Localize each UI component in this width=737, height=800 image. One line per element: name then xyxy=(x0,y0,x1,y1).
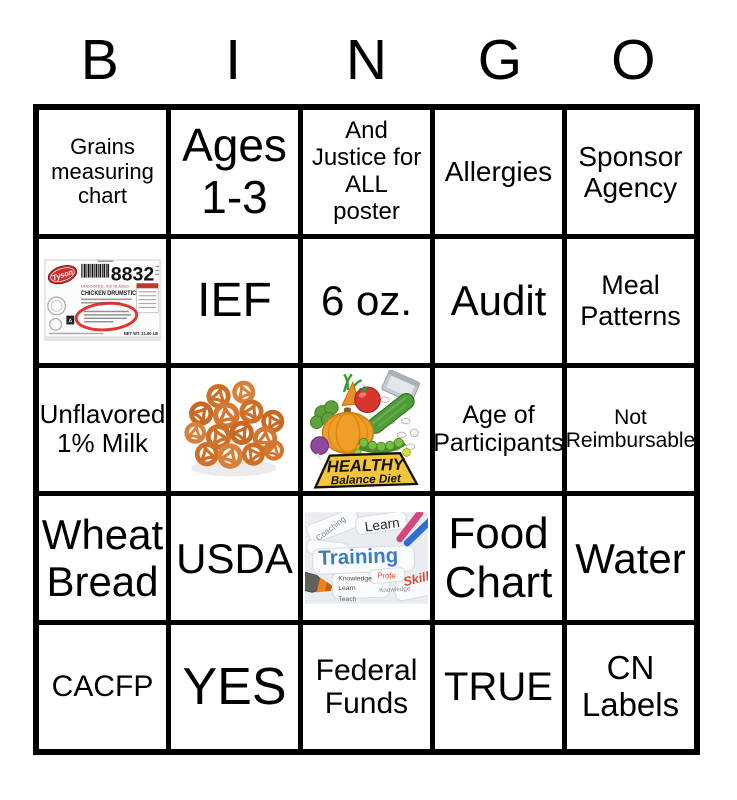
cell-not-reimbursable[interactable]: Not Reimbursable xyxy=(567,367,694,492)
pens xyxy=(396,512,428,547)
banner-text-line1: HEALTHY xyxy=(327,454,407,476)
cell-tyson-cn-label-image[interactable]: Tyson 8832 UNCOOKED, ICE GLAZED CHICKEN … xyxy=(39,238,166,363)
cell-label: Ages 1-3 xyxy=(182,119,287,223)
word-teach: Teach xyxy=(338,596,356,603)
cell-label: Age of Participants xyxy=(435,401,562,458)
cell-label: Audit xyxy=(450,277,547,325)
cell-grains-measuring-chart[interactable]: Grains measuring chart xyxy=(39,110,166,234)
cell-ief[interactable]: IEF xyxy=(171,238,298,363)
banner-text-line2: Balance Diet xyxy=(331,471,403,486)
word-knowledge: Knowledge xyxy=(338,576,372,583)
peas xyxy=(353,437,411,457)
tyson-logo: Tyson xyxy=(47,264,78,284)
cell-pretzels-image[interactable] xyxy=(171,367,298,492)
cell-label: Grains measuring chart xyxy=(51,133,154,209)
word-learn-small: Learn xyxy=(338,586,356,593)
bingo-letter-n: N xyxy=(345,28,388,92)
cell-training-image[interactable]: Coaching Learn Training Knowledge Profe … xyxy=(303,496,430,621)
bingo-card: Grains measuring chart Ages 1-3 And Just… xyxy=(33,104,700,755)
cell-label: Wheat Bread xyxy=(41,511,164,606)
red-circle-annotation xyxy=(74,301,139,332)
product-name: CHICKEN DRUMSTICKS-CN xyxy=(81,291,153,297)
net-weight: NET WT. 21.60 LB xyxy=(124,331,158,336)
barcode xyxy=(81,260,114,278)
word-profess: Profe xyxy=(377,572,396,581)
spec-table xyxy=(136,282,159,313)
paper-scraps xyxy=(306,512,428,602)
cell-label: 6 oz. xyxy=(320,277,413,325)
cell-federal-funds[interactable]: Federal Funds xyxy=(303,625,430,749)
cell-sponsor-agency[interactable]: Sponsor Agency xyxy=(567,110,694,234)
word-training: Training xyxy=(318,544,398,570)
cell-cn-labels[interactable]: CN Labels xyxy=(567,625,694,749)
word-skill: Skill xyxy=(402,570,428,590)
pretzels-image xyxy=(174,370,296,477)
bingo-letter-o: O xyxy=(611,28,656,92)
cell-label: And Justice for ALL poster xyxy=(311,117,422,225)
cell-ages-1-3[interactable]: Ages 1-3 xyxy=(171,110,298,234)
product-code: 8832 xyxy=(111,263,155,285)
bingo-title: B I N G O xyxy=(33,24,700,96)
cell-label: Food Chart xyxy=(444,509,553,608)
bingo-letter-i: I xyxy=(225,28,242,92)
cell-food-chart[interactable]: Food Chart xyxy=(435,496,562,621)
cell-allergies[interactable]: Allergies xyxy=(435,110,562,234)
training-image: Coaching Learn Training Knowledge Profe … xyxy=(305,498,428,618)
cell-label: Water xyxy=(575,534,686,582)
cell-label: Meal Patterns xyxy=(580,270,681,331)
cell-audit[interactable]: Audit xyxy=(435,238,562,363)
word-knowledge-2: Knowledge xyxy=(379,586,411,595)
cell-usda[interactable]: USDA xyxy=(171,496,298,621)
cell-healthy-balance-diet-image[interactable]: HEALTHY Balance Diet xyxy=(303,367,430,492)
cell-label: CN Labels xyxy=(581,649,680,724)
inspection-stamps: A xyxy=(47,296,75,331)
cell-yes[interactable]: YES xyxy=(171,625,298,749)
bingo-letter-g: G xyxy=(477,28,523,92)
tyson-cn-label-image: Tyson 8832 UNCOOKED, ICE GLAZED CHICKEN … xyxy=(44,259,161,341)
pretzel-pile xyxy=(185,381,285,470)
cell-true[interactable]: TRUE xyxy=(435,625,562,749)
cell-label: IEF xyxy=(197,273,272,327)
cell-label: TRUE xyxy=(444,664,553,709)
cell-label: Not Reimbursable xyxy=(567,405,694,453)
tomato xyxy=(354,383,381,413)
cell-label: YES xyxy=(182,657,287,716)
cell-label: Sponsor Agency xyxy=(578,140,683,203)
cn-statement-lines xyxy=(83,310,131,323)
radish xyxy=(310,435,330,461)
word-learn: Learn xyxy=(364,515,401,535)
cell-age-of-participants[interactable]: Age of Participants xyxy=(435,367,562,492)
cell-wheat-bread[interactable]: Wheat Bread xyxy=(39,496,166,621)
bingo-letter-b: B xyxy=(80,28,119,92)
cell-label: CACFP xyxy=(51,670,154,704)
cell-label: USDA xyxy=(176,534,293,582)
cell-6-oz[interactable]: 6 oz. xyxy=(303,238,430,363)
marker-pen xyxy=(305,567,333,593)
cell-label: Allergies xyxy=(444,156,553,188)
cell-label: Unflavored 1% Milk xyxy=(39,399,166,459)
cell-and-justice-for-all-poster[interactable]: And Justice for ALL poster xyxy=(303,110,430,234)
cell-cacfp[interactable]: CACFP xyxy=(39,625,166,749)
label-subtitle: UNCOOKED, ICE GLAZED xyxy=(81,283,129,288)
svg-text:A: A xyxy=(68,318,72,324)
cell-label: Federal Funds xyxy=(315,653,418,721)
cell-unflavored-1pct-milk[interactable]: Unflavored 1% Milk xyxy=(39,367,166,492)
banner: HEALTHY Balance Diet xyxy=(313,451,419,489)
cell-water[interactable]: Water xyxy=(567,496,694,621)
healthy-balance-diet-image: HEALTHY Balance Diet xyxy=(309,369,421,489)
cell-meal-patterns[interactable]: Meal Patterns xyxy=(567,238,694,363)
